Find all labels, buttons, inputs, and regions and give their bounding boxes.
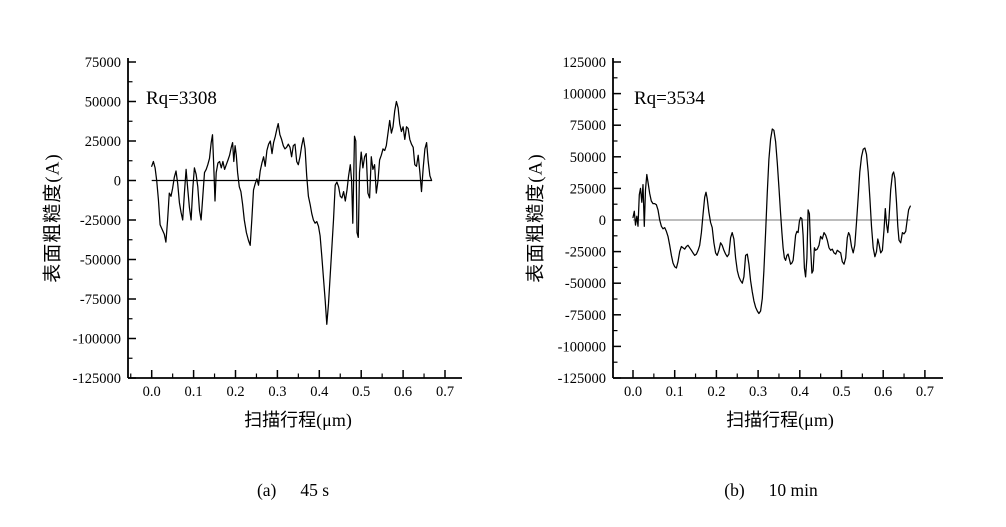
y-tick-label-a: -25000 <box>80 213 121 229</box>
x-tick-label-a: 0.6 <box>394 384 412 400</box>
caption-b: (b) 10 min <box>724 480 818 500</box>
caption-a: (a) 45 s <box>256 480 330 500</box>
y-tick-label-b: -75000 <box>565 308 606 324</box>
y-tick-label-b: 50000 <box>570 150 606 166</box>
y-tick-label-a: 25000 <box>85 134 121 150</box>
y-tick-label-b: 100000 <box>563 87 607 103</box>
x-tick-label-a: 0.0 <box>143 384 161 400</box>
roughness-trace-a <box>151 100 433 325</box>
x-axis-title-a: 扫描行程(μm) <box>244 410 352 430</box>
rq-annotation-a: Rq=3308 <box>146 88 217 109</box>
x-tick-label-a: 0.3 <box>268 384 286 400</box>
y-tick-label-b: 75000 <box>570 118 606 134</box>
y-tick-label-a: 0 <box>114 174 121 190</box>
y-tick-label-a: -75000 <box>80 292 121 308</box>
caption-b-label: (b) <box>724 480 745 500</box>
y-tick-label-b: 25000 <box>570 181 606 197</box>
x-tick-label-b: 0.6 <box>874 384 892 400</box>
y-tick-label-b: -100000 <box>558 339 606 355</box>
x-tick-label-a: 0.5 <box>352 384 370 400</box>
roughness-trace-b <box>632 128 911 315</box>
y-tick-label-b: -50000 <box>565 276 606 292</box>
rq-annotation-b: Rq=3534 <box>634 88 705 109</box>
x-tick-label-b: 0.1 <box>666 384 684 400</box>
y-tick-label-a: 50000 <box>85 95 121 111</box>
x-tick-label-b: 0.0 <box>624 384 642 400</box>
x-tick-label-a: 0.7 <box>436 384 454 400</box>
x-axis-title-b: 扫描行程(μm) <box>726 410 834 430</box>
caption-a-label: (a) <box>256 480 277 500</box>
y-tick-label-b: -125000 <box>558 371 606 387</box>
y-tick-label-b: 125000 <box>563 55 607 71</box>
y-tick-label-b: -25000 <box>565 245 606 261</box>
y-tick-label-a: 75000 <box>85 55 121 71</box>
caption-b-text: 10 min <box>768 480 818 500</box>
x-tick-label-b: 0.2 <box>707 384 725 400</box>
x-tick-label-a: 0.4 <box>310 384 329 400</box>
y-tick-label-a: -50000 <box>80 253 121 269</box>
x-tick-label-b: 0.3 <box>749 384 767 400</box>
y-tick-label-a: -100000 <box>73 332 121 348</box>
y-tick-label-a: -125000 <box>73 371 121 387</box>
x-tick-label-b: 0.4 <box>791 384 810 400</box>
x-tick-label-a: 0.1 <box>185 384 203 400</box>
x-tick-label-b: 0.7 <box>916 384 934 400</box>
y-axis-title-b: 表面粗糙度(A) <box>525 153 547 283</box>
x-tick-label-a: 0.2 <box>226 384 244 400</box>
caption-a-text: 45 s <box>300 480 330 500</box>
y-axis-title-a: 表面粗糙度(A) <box>42 153 64 283</box>
y-tick-label-b: 0 <box>599 213 606 229</box>
x-tick-label-b: 0.5 <box>832 384 850 400</box>
